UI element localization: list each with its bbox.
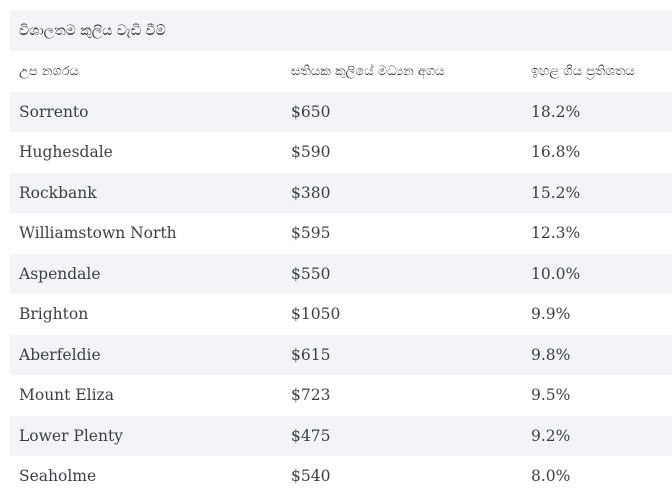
rent-cell: $1050 (291, 305, 341, 324)
suburb-cell: Hughesdale (19, 143, 113, 162)
table-row: Brighton $1050 9.9% (10, 294, 672, 335)
table-row: Aspendale $550 10.0% (10, 253, 672, 294)
increase-cell: 15.2% (531, 183, 581, 202)
increase-cell: 16.8% (531, 143, 581, 162)
rent-cell: $540 (291, 467, 331, 486)
increase-cell: 9.2% (531, 426, 571, 445)
suburb-cell: Seaholme (19, 467, 97, 486)
table-row: Aberfeldie $615 9.8% (10, 334, 672, 375)
header-percent-increase: ඉහළ ගිය ප්‍රතිශතය (531, 63, 635, 79)
table-row: Seaholme $540 8.0% (10, 456, 672, 497)
table-header-row: උප නගරය සතියක කුලියේ මධ්‍යන අගය ඉහළ ගිය … (10, 51, 672, 92)
table-row: Sorrento $650 18.2% (10, 91, 672, 132)
suburb-cell: Williamstown North (19, 224, 177, 243)
increase-cell: 8.0% (531, 467, 571, 486)
rent-cell: $380 (291, 183, 331, 202)
table-title: විශාලතම කුලිය වැඩි වීම් (19, 22, 166, 39)
rent-cell: $723 (291, 386, 331, 405)
table-row: Lower Plenty $475 9.2% (10, 415, 672, 456)
suburb-cell: Lower Plenty (19, 426, 123, 445)
increase-cell: 10.0% (531, 264, 581, 283)
table-row: Mount Eliza $723 9.5% (10, 375, 672, 416)
suburb-cell: Brighton (19, 305, 89, 324)
suburb-cell: Sorrento (19, 102, 89, 121)
rent-cell: $590 (291, 143, 331, 162)
suburb-cell: Aspendale (19, 264, 101, 283)
increase-cell: 18.2% (531, 102, 581, 121)
increase-cell: 12.3% (531, 224, 581, 243)
rent-cell: $615 (291, 345, 331, 364)
table-row: Williamstown North $595 12.3% (10, 213, 672, 254)
rent-cell: $550 (291, 264, 331, 283)
rent-cell: $650 (291, 102, 331, 121)
rent-cell: $475 (291, 426, 331, 445)
table-row: Rockbank $380 15.2% (10, 172, 672, 213)
table-row: Hughesdale $590 16.8% (10, 132, 672, 173)
table-title-row: විශාලතම කුලිය වැඩි වීම් (10, 10, 672, 51)
increase-cell: 9.8% (531, 345, 571, 364)
header-suburb: උප නගරය (19, 63, 79, 79)
increase-cell: 9.5% (531, 386, 571, 405)
header-median-weekly-rent: සතියක කුලියේ මධ්‍යන අගය (291, 63, 445, 79)
rent-cell: $595 (291, 224, 331, 243)
increase-cell: 9.9% (531, 305, 571, 324)
suburb-cell: Rockbank (19, 183, 97, 202)
suburb-cell: Aberfeldie (19, 345, 101, 364)
rent-increase-table: විශාලතම කුලිය වැඩි වීම් උප නගරය සතියක කු… (10, 10, 672, 497)
suburb-cell: Mount Eliza (19, 386, 114, 405)
